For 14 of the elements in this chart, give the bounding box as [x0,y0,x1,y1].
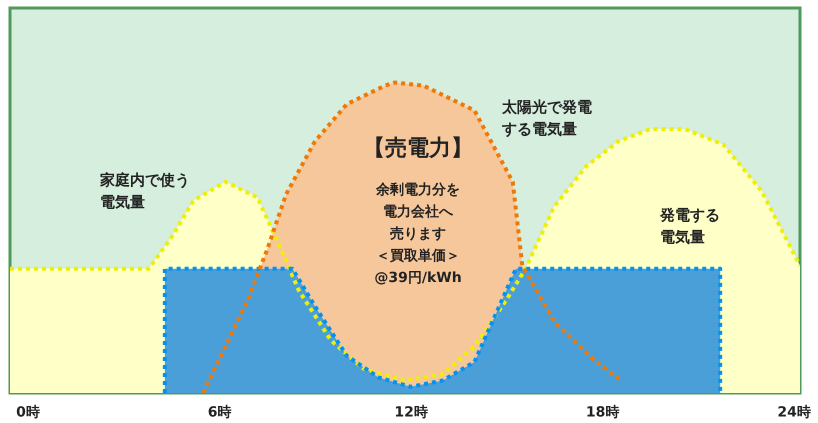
series-label: 発電する電気量 [659,206,720,246]
annotation: 【売電力】 [363,136,473,161]
series-label: 太陽光で発電する電気量 [501,98,592,138]
x-tick-label: 24時 [777,404,811,420]
annotation: ＜買取単価＞ [376,248,460,264]
annotation: 売ります [390,226,446,242]
annotation: 余剰電力分を [375,182,460,198]
x-tick-label: 6時 [208,404,232,420]
x-tick-label: 18時 [586,404,620,420]
annotation: 電力会社へ [383,204,454,220]
annotation: @39円/kWh [374,270,462,286]
x-tick-label: 12時 [394,404,428,420]
series-label: 家庭内で使う電気量 [99,171,190,211]
x-tick-label: 0時 [16,404,40,420]
